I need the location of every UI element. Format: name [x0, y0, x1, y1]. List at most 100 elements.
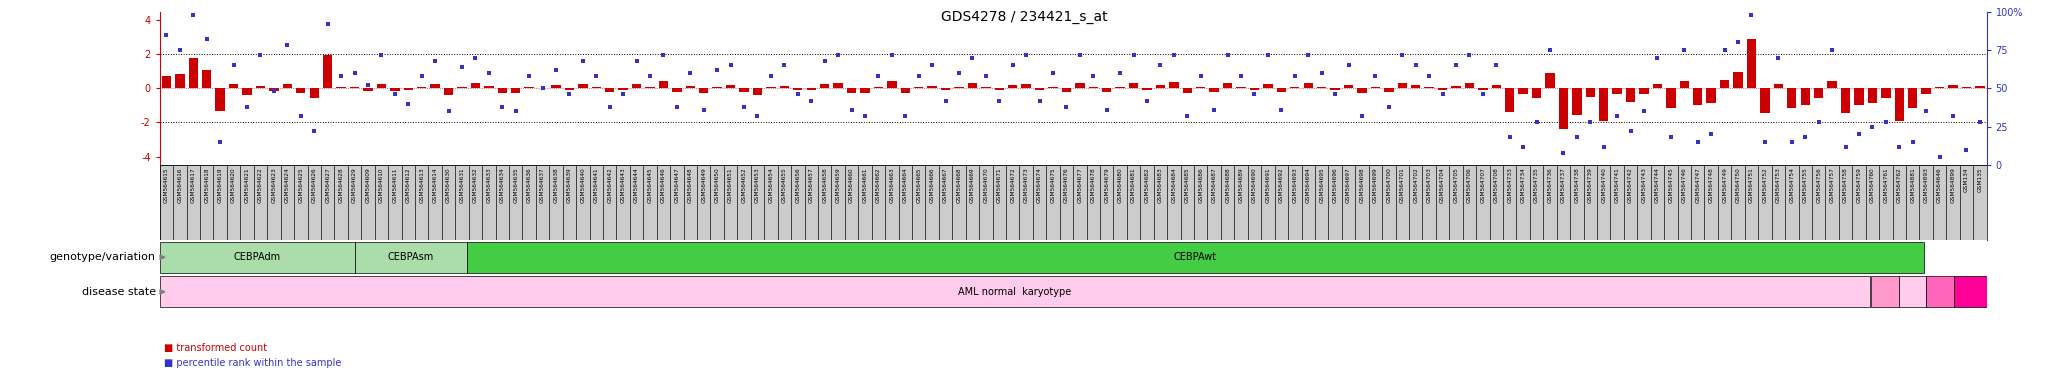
Bar — [1167, 165, 1180, 240]
Bar — [1974, 86, 1985, 88]
Point — [1964, 119, 1997, 125]
Point — [1210, 51, 1243, 58]
Bar — [1798, 165, 1812, 240]
Point — [969, 73, 1001, 79]
Bar — [604, 88, 614, 92]
Bar — [229, 84, 238, 88]
Text: GSM564704: GSM564704 — [1440, 167, 1446, 203]
Text: ■ transformed count: ■ transformed count — [164, 343, 266, 353]
Point — [1399, 62, 1432, 68]
Point — [352, 82, 385, 88]
Bar — [565, 88, 573, 90]
Text: GSM564669: GSM564669 — [971, 167, 975, 203]
Bar — [512, 88, 520, 93]
Bar — [360, 165, 375, 240]
Bar — [616, 165, 631, 240]
Text: GSM564676: GSM564676 — [1063, 167, 1069, 203]
Point — [715, 62, 748, 68]
Bar — [1907, 165, 1919, 240]
Bar — [1919, 165, 1933, 240]
Text: GSM564706: GSM564706 — [1466, 167, 1473, 203]
Bar — [1677, 165, 1692, 240]
Bar — [1436, 165, 1450, 240]
Bar — [1425, 87, 1434, 88]
Bar — [1747, 39, 1757, 88]
Bar — [1180, 165, 1194, 240]
Bar — [1532, 88, 1542, 98]
Bar — [1839, 165, 1851, 240]
Point — [1493, 134, 1526, 141]
Bar — [416, 165, 428, 240]
Bar — [1718, 165, 1731, 240]
Text: GSM564654: GSM564654 — [768, 167, 774, 203]
Point — [594, 104, 627, 110]
Bar — [1395, 165, 1409, 240]
Point — [379, 91, 412, 98]
Bar — [295, 165, 307, 240]
Text: GSM564650: GSM564650 — [715, 167, 719, 203]
Bar — [563, 165, 575, 240]
Text: GSM564736: GSM564736 — [1548, 167, 1552, 203]
Text: GSM564640: GSM564640 — [580, 167, 586, 203]
Text: GSM564702: GSM564702 — [1413, 167, 1417, 203]
Text: GSM564657: GSM564657 — [809, 167, 813, 203]
Bar — [1694, 88, 1702, 104]
Bar — [1303, 83, 1313, 88]
Point — [862, 73, 895, 79]
Text: GSM564624: GSM564624 — [285, 167, 291, 203]
Bar — [201, 165, 213, 240]
Bar — [1597, 165, 1610, 240]
Point — [1184, 73, 1217, 79]
Bar — [713, 87, 721, 88]
Text: GSM564734: GSM564734 — [1520, 167, 1526, 203]
Point — [231, 104, 264, 110]
Text: GSM564612: GSM564612 — [406, 167, 412, 203]
Text: GSM564630: GSM564630 — [446, 167, 451, 203]
Bar — [1288, 165, 1303, 240]
Bar — [1921, 88, 1931, 94]
Bar — [362, 88, 373, 91]
Text: GSM564663: GSM564663 — [889, 167, 895, 203]
Text: GSM564615: GSM564615 — [164, 167, 170, 203]
Text: GSM564610: GSM564610 — [379, 167, 383, 203]
Bar — [389, 88, 399, 91]
Bar — [256, 86, 264, 88]
Text: GSM564618: GSM564618 — [205, 167, 209, 203]
Point — [244, 51, 276, 58]
Point — [1319, 91, 1352, 98]
Bar — [348, 165, 360, 240]
Point — [1266, 107, 1298, 113]
Bar — [1948, 85, 1958, 88]
Text: GSM564613: GSM564613 — [420, 167, 424, 203]
Bar — [1126, 165, 1141, 240]
Text: GSM564684: GSM564684 — [1171, 167, 1176, 203]
Point — [1520, 119, 1552, 125]
Point — [150, 31, 182, 38]
Point — [338, 70, 371, 76]
Bar — [1880, 165, 1892, 240]
Bar — [911, 165, 926, 240]
Bar — [1087, 165, 1100, 240]
Text: GSM564694: GSM564694 — [1307, 167, 1311, 203]
Text: GSM564686: GSM564686 — [1198, 167, 1204, 203]
Bar — [1194, 165, 1208, 240]
Point — [1546, 150, 1579, 156]
Bar — [979, 165, 993, 240]
Point — [205, 139, 238, 145]
Point — [983, 98, 1016, 104]
Point — [754, 73, 786, 79]
Bar — [1116, 87, 1124, 88]
Text: GSM564639: GSM564639 — [567, 167, 571, 203]
Point — [1681, 139, 1714, 145]
Bar — [1020, 165, 1032, 240]
Bar — [1100, 165, 1114, 240]
Text: GSM564644: GSM564644 — [635, 167, 639, 203]
Text: CEBPAwt: CEBPAwt — [1174, 252, 1217, 262]
Bar — [160, 242, 354, 273]
Bar — [1651, 165, 1665, 240]
Bar — [1892, 165, 1907, 240]
Point — [1843, 131, 1876, 137]
Text: GSM564675: GSM564675 — [1051, 167, 1055, 203]
Text: GSM564737: GSM564737 — [1561, 167, 1567, 203]
Bar — [1626, 88, 1634, 102]
